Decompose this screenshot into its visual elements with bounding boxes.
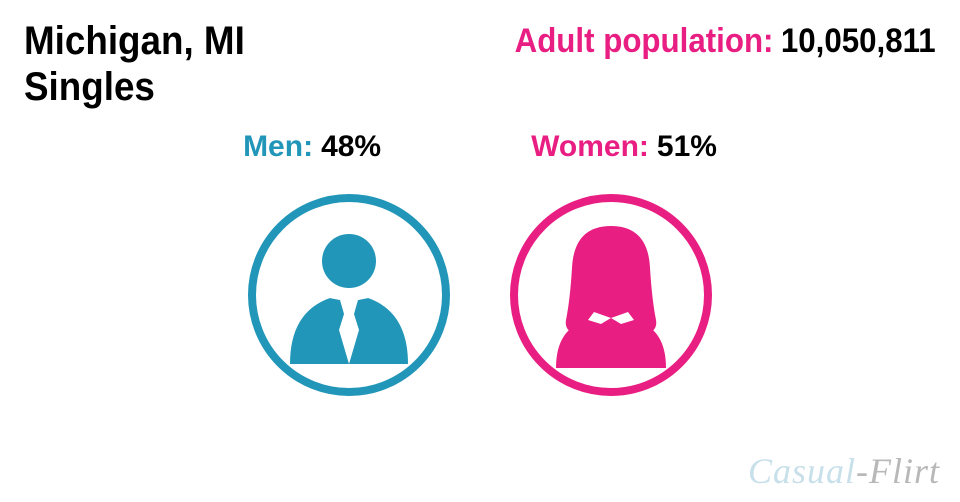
population-label: Adult population: — [515, 22, 774, 61]
stat-women: Women: 51% — [531, 130, 717, 164]
stat-women-label: Women: — [531, 130, 649, 164]
location-title: Michigan, MI — [24, 18, 245, 64]
woman-icon — [506, 190, 716, 400]
icons-row — [0, 190, 960, 400]
watermark-part2: -Flirt — [856, 451, 940, 491]
population-value: 10,050,811 — [781, 22, 936, 61]
location-block: Michigan, MI Singles — [24, 18, 264, 110]
watermark: Casual-Flirt — [748, 450, 940, 492]
stat-men: Men: 48% — [243, 130, 381, 164]
population-block: Adult population: 10,050,811 — [515, 22, 936, 110]
header-block: Michigan, MI Singles Adult population: 1… — [24, 18, 936, 110]
man-icon — [244, 190, 454, 400]
stat-women-value: 51% — [657, 130, 717, 164]
watermark-part1: Casual — [748, 451, 856, 491]
stats-row: Men: 48% Women: 51% — [0, 130, 960, 164]
stat-men-value: 48% — [321, 130, 381, 164]
stat-men-label: Men: — [243, 130, 313, 164]
location-subtitle: Singles — [24, 64, 245, 110]
